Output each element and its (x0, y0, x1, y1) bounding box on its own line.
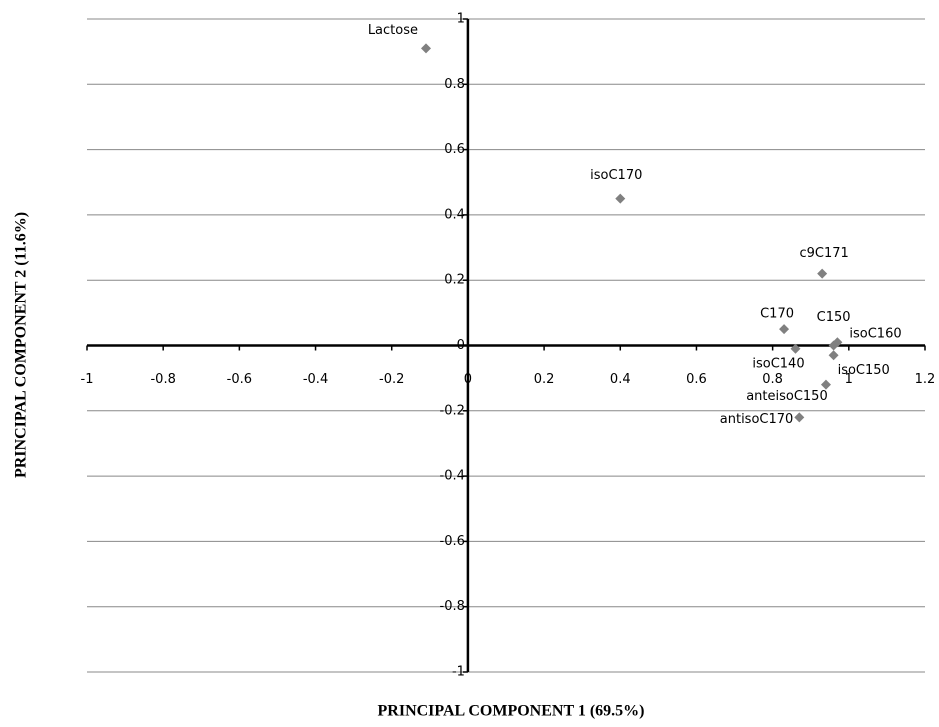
x-tick-label: 0.6 (686, 372, 707, 387)
point (790, 343, 801, 354)
point-label: C150 (817, 310, 851, 325)
point-label: C170 (760, 307, 794, 322)
y-tick-label: 0.6 (444, 142, 465, 157)
x-tick-label: -0.4 (303, 372, 328, 387)
point-label: Lactose (368, 23, 418, 38)
point-label: isoC150 (838, 363, 890, 378)
x-tick-label: -0.8 (150, 372, 175, 387)
point (615, 193, 626, 204)
x-tick-label: 1.2 (915, 372, 936, 387)
x-tick-label: 0.8 (762, 372, 783, 387)
x-tick-label: -1 (81, 372, 94, 387)
point (817, 268, 828, 279)
y-tick-label: -0.6 (440, 534, 465, 549)
point-label: isoC140 (752, 356, 804, 371)
point (820, 379, 831, 390)
y-tick-label: 0.4 (444, 207, 465, 222)
point-label: antisoC170 (720, 412, 794, 427)
point (779, 324, 790, 335)
y-tick-label: 1 (457, 12, 465, 27)
point (794, 412, 805, 423)
x-tick-label: 0.2 (534, 372, 555, 387)
x-tick-label: 1 (845, 372, 853, 387)
y-tick-label: -1 (452, 665, 465, 680)
x-tick-label: -0.2 (379, 372, 404, 387)
point-label: c9C171 (799, 246, 848, 261)
y-tick-label: 0.2 (444, 273, 465, 288)
y-tick-label: 0.8 (444, 77, 465, 92)
point-label: isoC160 (849, 327, 901, 342)
y-axis-title: PRINCIPAL COMPONENT 2 (11.6%) (13, 212, 30, 478)
point-label: anteisoC150 (746, 389, 828, 404)
y-tick-label: -0.8 (440, 599, 465, 614)
point (828, 350, 839, 361)
y-tick-label: -0.4 (440, 469, 465, 484)
point (421, 43, 432, 54)
x-tick-label: -0.6 (227, 372, 252, 387)
y-tick-label: -0.2 (440, 403, 465, 418)
x-axis-title: PRINCIPAL COMPONENT 1 (69.5%) (378, 703, 645, 720)
x-tick-label: 0.4 (610, 372, 631, 387)
point-label: isoC170 (590, 168, 642, 183)
point (832, 337, 843, 348)
